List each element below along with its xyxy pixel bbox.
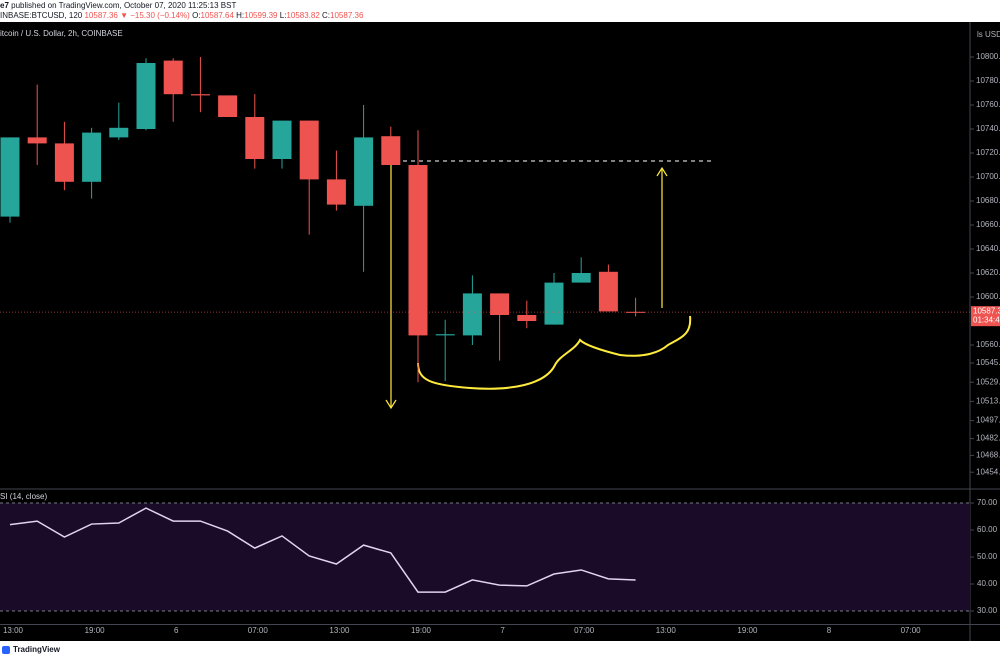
header-bg (0, 0, 1000, 22)
y-tick-label: 10720.00 (976, 148, 1000, 157)
published: published on TradingView.com, October 07… (11, 1, 236, 10)
rsi-title: SI (14, close) (0, 492, 47, 501)
ohlc-label: H: (236, 11, 244, 20)
author: e7 (0, 1, 9, 10)
candle-body (326, 179, 346, 205)
symbol: INBASE:BTCUSD, 120 (0, 11, 83, 20)
x-tick-label: 13:00 (329, 626, 350, 635)
candle-body (571, 273, 591, 283)
rsi-tick-label: 50.00 (977, 552, 998, 561)
down-arrow-head (385, 399, 397, 410)
candle-body (490, 293, 510, 315)
candle-body (218, 95, 238, 117)
candle-body (408, 165, 428, 336)
change: ▼ −15.30 (−0.14%) (120, 11, 190, 20)
logo (2, 646, 10, 654)
drawings (385, 145, 692, 410)
candle-body (544, 282, 564, 325)
y-tick-label: 10529.00 (976, 377, 1000, 386)
rsi-line (9, 507, 636, 593)
candle-body (54, 143, 74, 182)
countdown: 01:34:4 (973, 315, 1000, 324)
footer-logo (2, 646, 10, 654)
x-tick-label: 07:00 (574, 626, 595, 635)
x-tick-label: 07:00 (901, 626, 922, 635)
y-tick-label: 10800.00 (976, 52, 1000, 61)
candle-body (517, 315, 537, 321)
ohlc-label: O: (192, 11, 200, 20)
up-arrow-head (656, 166, 668, 177)
price-label-bg (971, 306, 1000, 327)
y-tick-label: 10640.00 (976, 244, 1000, 253)
candle-body (462, 293, 482, 336)
freehand-curve (417, 315, 692, 390)
candle-body (435, 334, 455, 336)
rsi-tick-label: 30.00 (977, 606, 998, 615)
x-tick-label: 7 (500, 626, 505, 635)
ohlc-value: 10587.36 (330, 11, 364, 20)
header-line-1: e7 published on TradingView.com, October… (0, 1, 236, 10)
chart-title: itcoin / U.S. Dollar, 2h, COINBASE (0, 29, 123, 38)
candle-body (598, 271, 618, 312)
candle-body (354, 137, 374, 206)
y-tick-label: 10760.00 (976, 100, 1000, 109)
candle-body (299, 120, 319, 180)
candle-body (0, 137, 20, 217)
candle-body (163, 60, 183, 95)
x-tick-label: 19:00 (85, 626, 106, 635)
y-tick-label: 10497.00 (976, 416, 1000, 425)
y-tick-label: 10700.00 (976, 172, 1000, 181)
candle-body (626, 311, 646, 313)
ohlc-value: 10583.82 (286, 11, 320, 20)
ohlc-value: 10587.64 (201, 11, 235, 20)
rsi-tick-label: 40.00 (977, 579, 998, 588)
candle-body (381, 136, 401, 165)
ohlc-value: 10599.39 (244, 11, 278, 20)
candle-body (272, 120, 292, 159)
ohlc-label: L: (280, 11, 287, 20)
x-tick-label: 19:00 (737, 626, 758, 635)
y-tick-label: 10740.00 (976, 124, 1000, 133)
x-tick-label: 13:00 (656, 626, 677, 635)
last-price: 10587.36 (84, 11, 118, 20)
price-label: 10587.3 (973, 306, 1000, 315)
candle-body (82, 132, 102, 182)
ohlc-label: C: (322, 11, 330, 20)
x-tick-label: 13:00 (3, 626, 24, 635)
y-tick-label: 10468.00 (976, 451, 1000, 460)
y-tick-label: 10482.00 (976, 434, 1000, 443)
y-tick-label: 10680.00 (976, 196, 1000, 205)
rsi-tick-label: 60.00 (977, 525, 998, 534)
y-tick-label: 10560.00 (976, 340, 1000, 349)
y-tick-label: 10620.00 (976, 268, 1000, 277)
candle-body (190, 94, 210, 96)
candle-body (136, 63, 156, 129)
rsi-tick-label: 70.00 (977, 498, 998, 507)
x-tick-label: 07:00 (248, 626, 269, 635)
x-tick-label: 19:00 (411, 626, 432, 635)
y-tick-label: 10660.00 (976, 220, 1000, 229)
brand: TradingView (13, 645, 61, 654)
header-line-2: INBASE:BTCUSD, 120 10587.36 ▼ −15.30 (−0… (0, 11, 364, 20)
candle-body (27, 137, 47, 144)
x-tick-label: 8 (827, 626, 832, 635)
currency: ls USD (977, 30, 1000, 39)
candle-body (109, 127, 129, 138)
y-tick-label: 10600.00 (976, 292, 1000, 301)
candle-body (245, 117, 265, 159)
footer-bg (0, 641, 1000, 660)
y-tick-label: 10780.00 (976, 76, 1000, 85)
y-tick-label: 10513.00 (976, 397, 1000, 406)
y-tick-label: 10545.00 (976, 358, 1000, 367)
x-tick-label: 6 (174, 626, 179, 635)
y-tick-label: 10454.00 (976, 467, 1000, 476)
rsi-band (0, 503, 970, 611)
